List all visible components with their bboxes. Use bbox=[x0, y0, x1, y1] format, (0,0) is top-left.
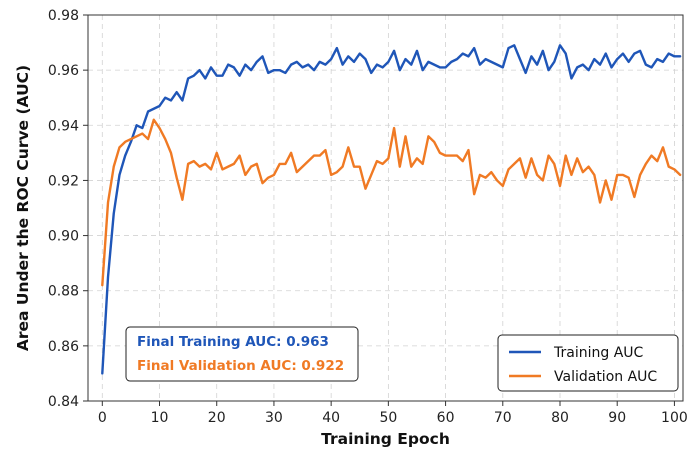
x-tick-label: 20 bbox=[208, 410, 226, 426]
y-tick-label: 0.86 bbox=[48, 339, 79, 355]
x-tick-label: 90 bbox=[608, 410, 626, 426]
x-tick-label: 0 bbox=[98, 410, 107, 426]
x-tick-label: 40 bbox=[322, 410, 340, 426]
plot-frame bbox=[87, 14, 684, 402]
training-auc-line bbox=[101, 44, 682, 375]
final-auc-annotation: Final Training AUC: 0.963 Final Validati… bbox=[125, 326, 359, 382]
y-tick-label: 0.88 bbox=[48, 284, 79, 300]
x-tick-label: 10 bbox=[151, 410, 169, 426]
y-axis-title: Area Under the ROC Curve (AUC) bbox=[14, 65, 32, 351]
x-tick-label: 60 bbox=[437, 410, 455, 426]
validation-auc-line bbox=[101, 118, 682, 287]
legend-frame bbox=[497, 334, 679, 392]
legend-label-training: Training AUC bbox=[553, 345, 644, 361]
y-tick-label: 0.98 bbox=[48, 8, 79, 24]
y-tick-label: 0.90 bbox=[48, 229, 79, 245]
final-validation-auc-text: Final Validation AUC: 0.922 bbox=[137, 358, 344, 374]
final-training-auc-text: Final Training AUC: 0.963 bbox=[137, 334, 329, 350]
series-layer bbox=[101, 44, 682, 375]
y-tick-label: 0.84 bbox=[48, 394, 79, 410]
y-tick-label: 0.94 bbox=[48, 118, 79, 134]
y-tick-label: 0.92 bbox=[48, 173, 79, 189]
x-tick-label: 70 bbox=[494, 410, 512, 426]
y-tick-label: 0.96 bbox=[48, 63, 79, 79]
x-axis-title: Training Epoch bbox=[321, 430, 450, 448]
legend-label-validation: Validation AUC bbox=[554, 369, 657, 385]
legend: Training AUC Validation AUC bbox=[497, 334, 679, 392]
x-tick-label: 30 bbox=[265, 410, 283, 426]
annotation-frame bbox=[125, 326, 359, 382]
x-tick-label: 100 bbox=[661, 410, 688, 426]
x-tick-label: 50 bbox=[379, 410, 397, 426]
x-tick-label: 80 bbox=[551, 410, 569, 426]
tick-layer: 0 10 20 30 40 50 60 70 80 90 100 0.84 0.86 0.88 0.90 0.… bbox=[48, 8, 688, 426]
